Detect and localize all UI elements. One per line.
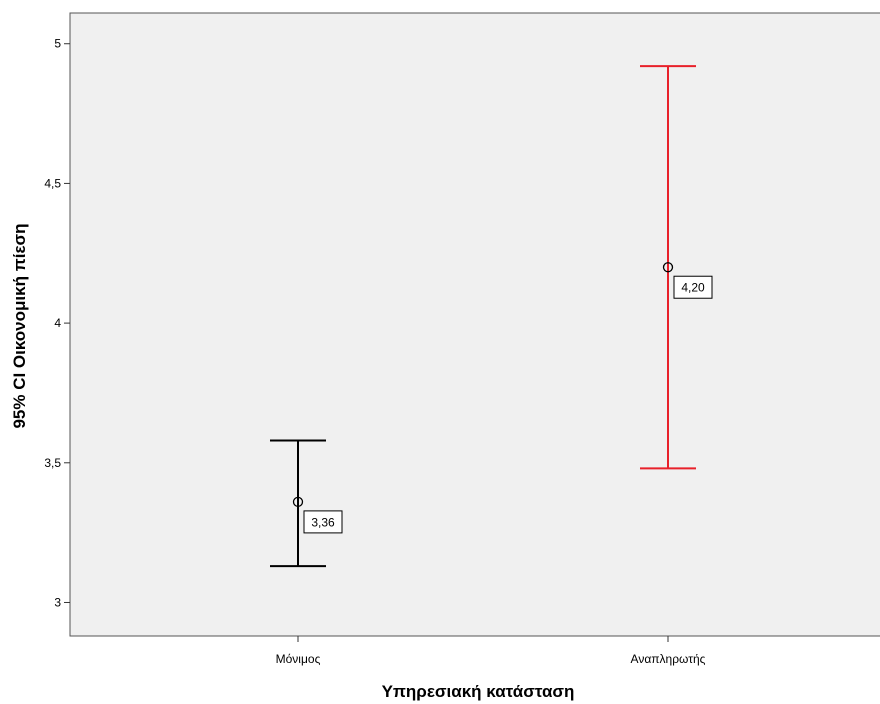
- error-bar-group: 4,20: [640, 65, 713, 470]
- data-label: 3,36: [311, 515, 335, 529]
- mean-point: [662, 262, 674, 273]
- error-bars: 3,36 4,20: [270, 65, 713, 568]
- data-label: 4,20: [681, 281, 705, 295]
- data-label-box: [673, 275, 713, 299]
- y-tick-label: 4: [54, 316, 61, 330]
- plot-area: [69, 12, 880, 637]
- x-axis: Μόνιμος Αναπληρωτής: [276, 636, 706, 666]
- y-tick-label: 3,5: [44, 456, 61, 470]
- x-tick-label: Μόνιμος: [276, 652, 321, 666]
- error-bar-group: 3,36: [270, 439, 343, 568]
- y-tick-label: 5: [54, 37, 61, 51]
- y-tick-label: 4,5: [44, 176, 61, 190]
- data-label-box: [303, 510, 343, 534]
- y-axis-label: 95% CI Οικονομική πίεση: [10, 223, 29, 428]
- x-tick-label: Αναπληρωτής: [631, 652, 706, 666]
- x-axis-label: Υπηρεσιακή κατάσταση: [382, 682, 575, 701]
- mean-point: [292, 496, 304, 508]
- y-axis: 3 3,5 4 4,5 5: [44, 37, 70, 609]
- y-tick-label: 3: [54, 595, 61, 609]
